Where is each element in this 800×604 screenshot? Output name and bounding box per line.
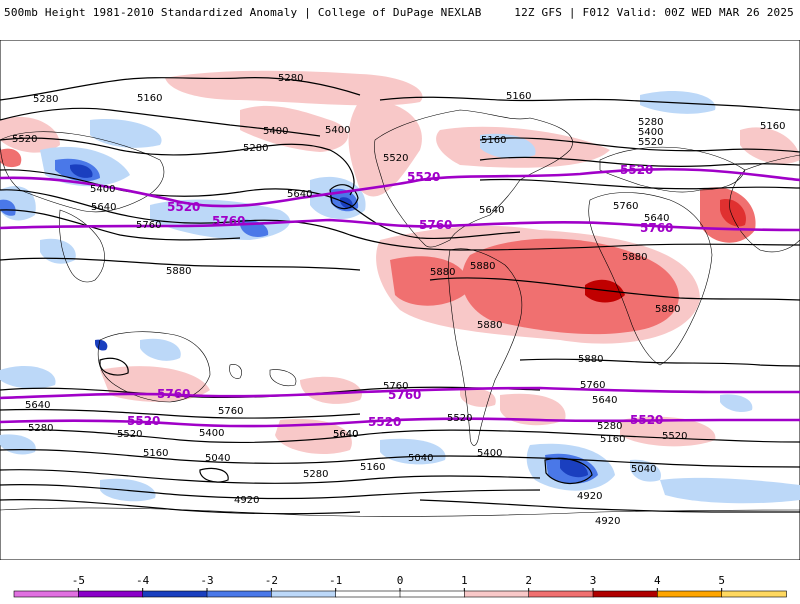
highlight-label: 5760 bbox=[212, 214, 245, 228]
height-label: 5280 bbox=[303, 469, 328, 480]
colorbar-tick-label: 4 bbox=[654, 574, 661, 587]
height-label: 5640 bbox=[479, 205, 504, 216]
highlight-label: 5520 bbox=[127, 414, 160, 428]
colorbar-tile bbox=[528, 590, 594, 598]
height-contours bbox=[0, 77, 800, 515]
colorbar-tile bbox=[592, 590, 659, 598]
highlight-label: 5520 bbox=[368, 415, 401, 429]
height-label: 5280 bbox=[597, 421, 622, 432]
highlight-label: 5520 bbox=[620, 163, 653, 177]
height-label: 5400 bbox=[477, 448, 502, 459]
map-title: 500mb Height 1981-2010 Standardized Anom… bbox=[4, 6, 482, 19]
height-label: 5280 bbox=[243, 143, 268, 154]
highlight-label: 5760 bbox=[388, 388, 421, 402]
height-labels: 5280 5160 5280 5160 5400 5280 5400 5520 … bbox=[12, 73, 785, 527]
height-label: 5520 bbox=[638, 137, 663, 148]
colorbar-tile bbox=[271, 590, 337, 598]
anomaly-colorbar: -5 -4 -3 -2 -1 0 1 2 3 4 5 bbox=[0, 560, 800, 600]
height-label: 5520 bbox=[383, 153, 408, 164]
height-label: 4920 bbox=[595, 516, 620, 527]
height-label: 5880 bbox=[477, 320, 502, 331]
colorbar-tile bbox=[657, 590, 723, 598]
height-label: 5640 bbox=[592, 395, 617, 406]
height-label: 5280 bbox=[33, 94, 58, 105]
colorbar-tick-label: 5 bbox=[718, 574, 725, 587]
height-label: 5880 bbox=[470, 261, 495, 272]
height-label: 5880 bbox=[166, 266, 191, 277]
highlight-label: 5760 bbox=[157, 387, 190, 401]
height-label: 5760 bbox=[136, 220, 161, 231]
height-label: 5400 bbox=[199, 428, 224, 439]
height-label: 5400 bbox=[90, 184, 115, 195]
colorbar-tile bbox=[13, 590, 80, 598]
height-label: 5880 bbox=[655, 304, 680, 315]
highlight-label: 5760 bbox=[640, 221, 673, 235]
colorbar-tick-label: -3 bbox=[200, 574, 213, 587]
colorbar-tile bbox=[464, 590, 530, 598]
height-label: 5160 bbox=[360, 462, 385, 473]
colorbar-tile bbox=[142, 590, 208, 598]
colorbar-tile bbox=[206, 590, 273, 598]
colorbar-tick-label: 1 bbox=[461, 574, 468, 587]
height-label: 5520 bbox=[662, 431, 687, 442]
height-label: 5640 bbox=[333, 429, 358, 440]
colorbar-tick-label: -4 bbox=[136, 574, 150, 587]
colorbar-tile bbox=[335, 590, 401, 598]
height-label: 5040 bbox=[205, 453, 230, 464]
height-label: 5760 bbox=[613, 201, 638, 212]
anomaly-map: 5280 5160 5280 5160 5400 5280 5400 5520 … bbox=[0, 40, 800, 560]
height-label: 5160 bbox=[137, 93, 162, 104]
height-label: 5280 bbox=[278, 73, 303, 84]
colorbar-tick-label: -5 bbox=[72, 574, 85, 587]
colorbar-tick-label: 0 bbox=[397, 574, 404, 587]
height-label: 5280 bbox=[28, 423, 53, 434]
height-label: 5160 bbox=[481, 135, 506, 146]
height-label: 5880 bbox=[622, 252, 647, 263]
height-label: 5520 bbox=[117, 429, 142, 440]
colorbar-tile bbox=[78, 590, 144, 598]
height-label: 5400 bbox=[263, 126, 288, 137]
height-label: 5640 bbox=[287, 189, 312, 200]
height-label: 4920 bbox=[577, 491, 602, 502]
height-label: 5640 bbox=[333, 429, 358, 440]
height-label: 5280 bbox=[638, 117, 663, 128]
height-label: 5760 bbox=[580, 380, 605, 391]
highlight-contours bbox=[0, 167, 800, 428]
height-label: 5520 bbox=[12, 134, 37, 145]
run-info: 12Z GFS | F012 Valid: 00Z WED MAR 26 202… bbox=[514, 6, 794, 19]
height-label: 5520 bbox=[447, 413, 472, 424]
colorbar-tick-label: 2 bbox=[525, 574, 532, 587]
height-label: 5760 bbox=[383, 381, 408, 392]
height-label: 5640 bbox=[91, 202, 116, 213]
height-label: 5040 bbox=[631, 464, 656, 475]
highlight-labels: 5520 5760 5520 5520 5760 5760 5760 5760 … bbox=[127, 163, 673, 429]
colorbar-tile bbox=[721, 590, 787, 598]
height-label: 5160 bbox=[600, 434, 625, 445]
height-label: 5160 bbox=[760, 121, 785, 132]
colorbar-tick-label: 3 bbox=[590, 574, 597, 587]
height-label: 5040 bbox=[408, 453, 433, 464]
height-label: 5400 bbox=[638, 127, 663, 138]
colorbar-tile bbox=[399, 590, 466, 598]
colorbar-tick-label: -1 bbox=[329, 574, 342, 587]
colorbar-tick-label: -2 bbox=[265, 574, 278, 587]
height-label: 5640 bbox=[644, 213, 669, 224]
highlight-label: 5760 bbox=[419, 218, 452, 232]
map-header: 500mb Height 1981-2010 Standardized Anom… bbox=[0, 0, 800, 40]
height-label: 5160 bbox=[143, 448, 168, 459]
height-label: 5160 bbox=[506, 91, 531, 102]
height-label: 5880 bbox=[578, 354, 603, 365]
colorbar-tiles bbox=[13, 590, 787, 598]
height-label: 5760 bbox=[218, 406, 243, 417]
height-label: 5880 bbox=[430, 267, 455, 278]
highlight-label: 5520 bbox=[630, 413, 663, 427]
highlight-label: 5520 bbox=[407, 170, 440, 184]
highlight-label: 5520 bbox=[167, 200, 200, 214]
height-label: 5640 bbox=[25, 400, 50, 411]
height-label: 4920 bbox=[234, 495, 259, 506]
height-label: 5400 bbox=[325, 125, 350, 136]
colorbar-ticks: -5 -4 -3 -2 -1 0 1 2 3 4 5 bbox=[72, 574, 725, 591]
